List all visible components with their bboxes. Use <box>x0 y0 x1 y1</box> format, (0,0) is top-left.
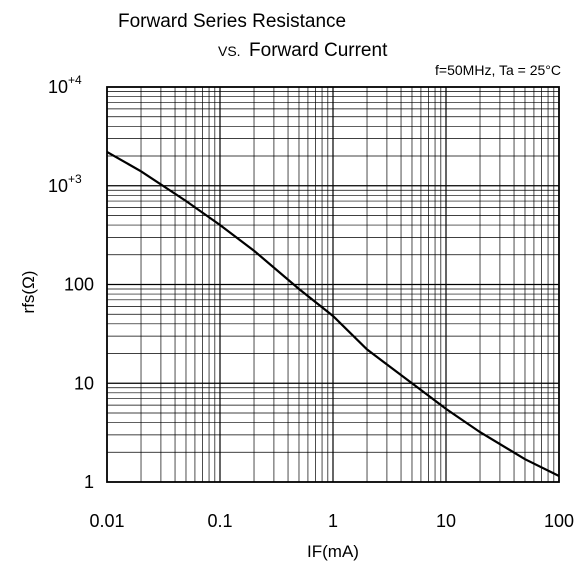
y-tick-label: 100 <box>64 275 94 295</box>
condition-label: f=50MHz, Ta = 25°C <box>435 62 561 78</box>
x-tick-label: 10 <box>436 511 456 531</box>
y-axis-label: rfs(Ω) <box>19 271 38 314</box>
x-axis-label: IF(mA) <box>307 542 359 561</box>
x-tick-labels: 0.01 0.1 1 10 100 <box>89 511 574 531</box>
y-tick-label: 10+4 <box>48 73 82 97</box>
y-tick-label: 10+3 <box>48 172 82 196</box>
chart-title-vs: VS. <box>218 43 241 59</box>
y-tick-label: 10 <box>74 373 94 393</box>
series-line <box>106 150 560 477</box>
y-tick-label: 1 <box>84 472 94 492</box>
x-tick-label: 100 <box>544 511 574 531</box>
grid <box>107 87 559 482</box>
plot-frame <box>106 86 560 483</box>
x-tick-label: 0.01 <box>89 511 124 531</box>
y-tick-labels: 1 10 100 10+3 10+4 <box>48 73 94 492</box>
chart-title-main: Forward Current <box>249 40 388 61</box>
chart-title-line2: VS. Forward Current <box>218 40 388 61</box>
x-tick-label: 1 <box>328 511 338 531</box>
x-tick-label: 0.1 <box>207 511 232 531</box>
chart-title-line1: Forward Series Resistance <box>118 11 346 32</box>
